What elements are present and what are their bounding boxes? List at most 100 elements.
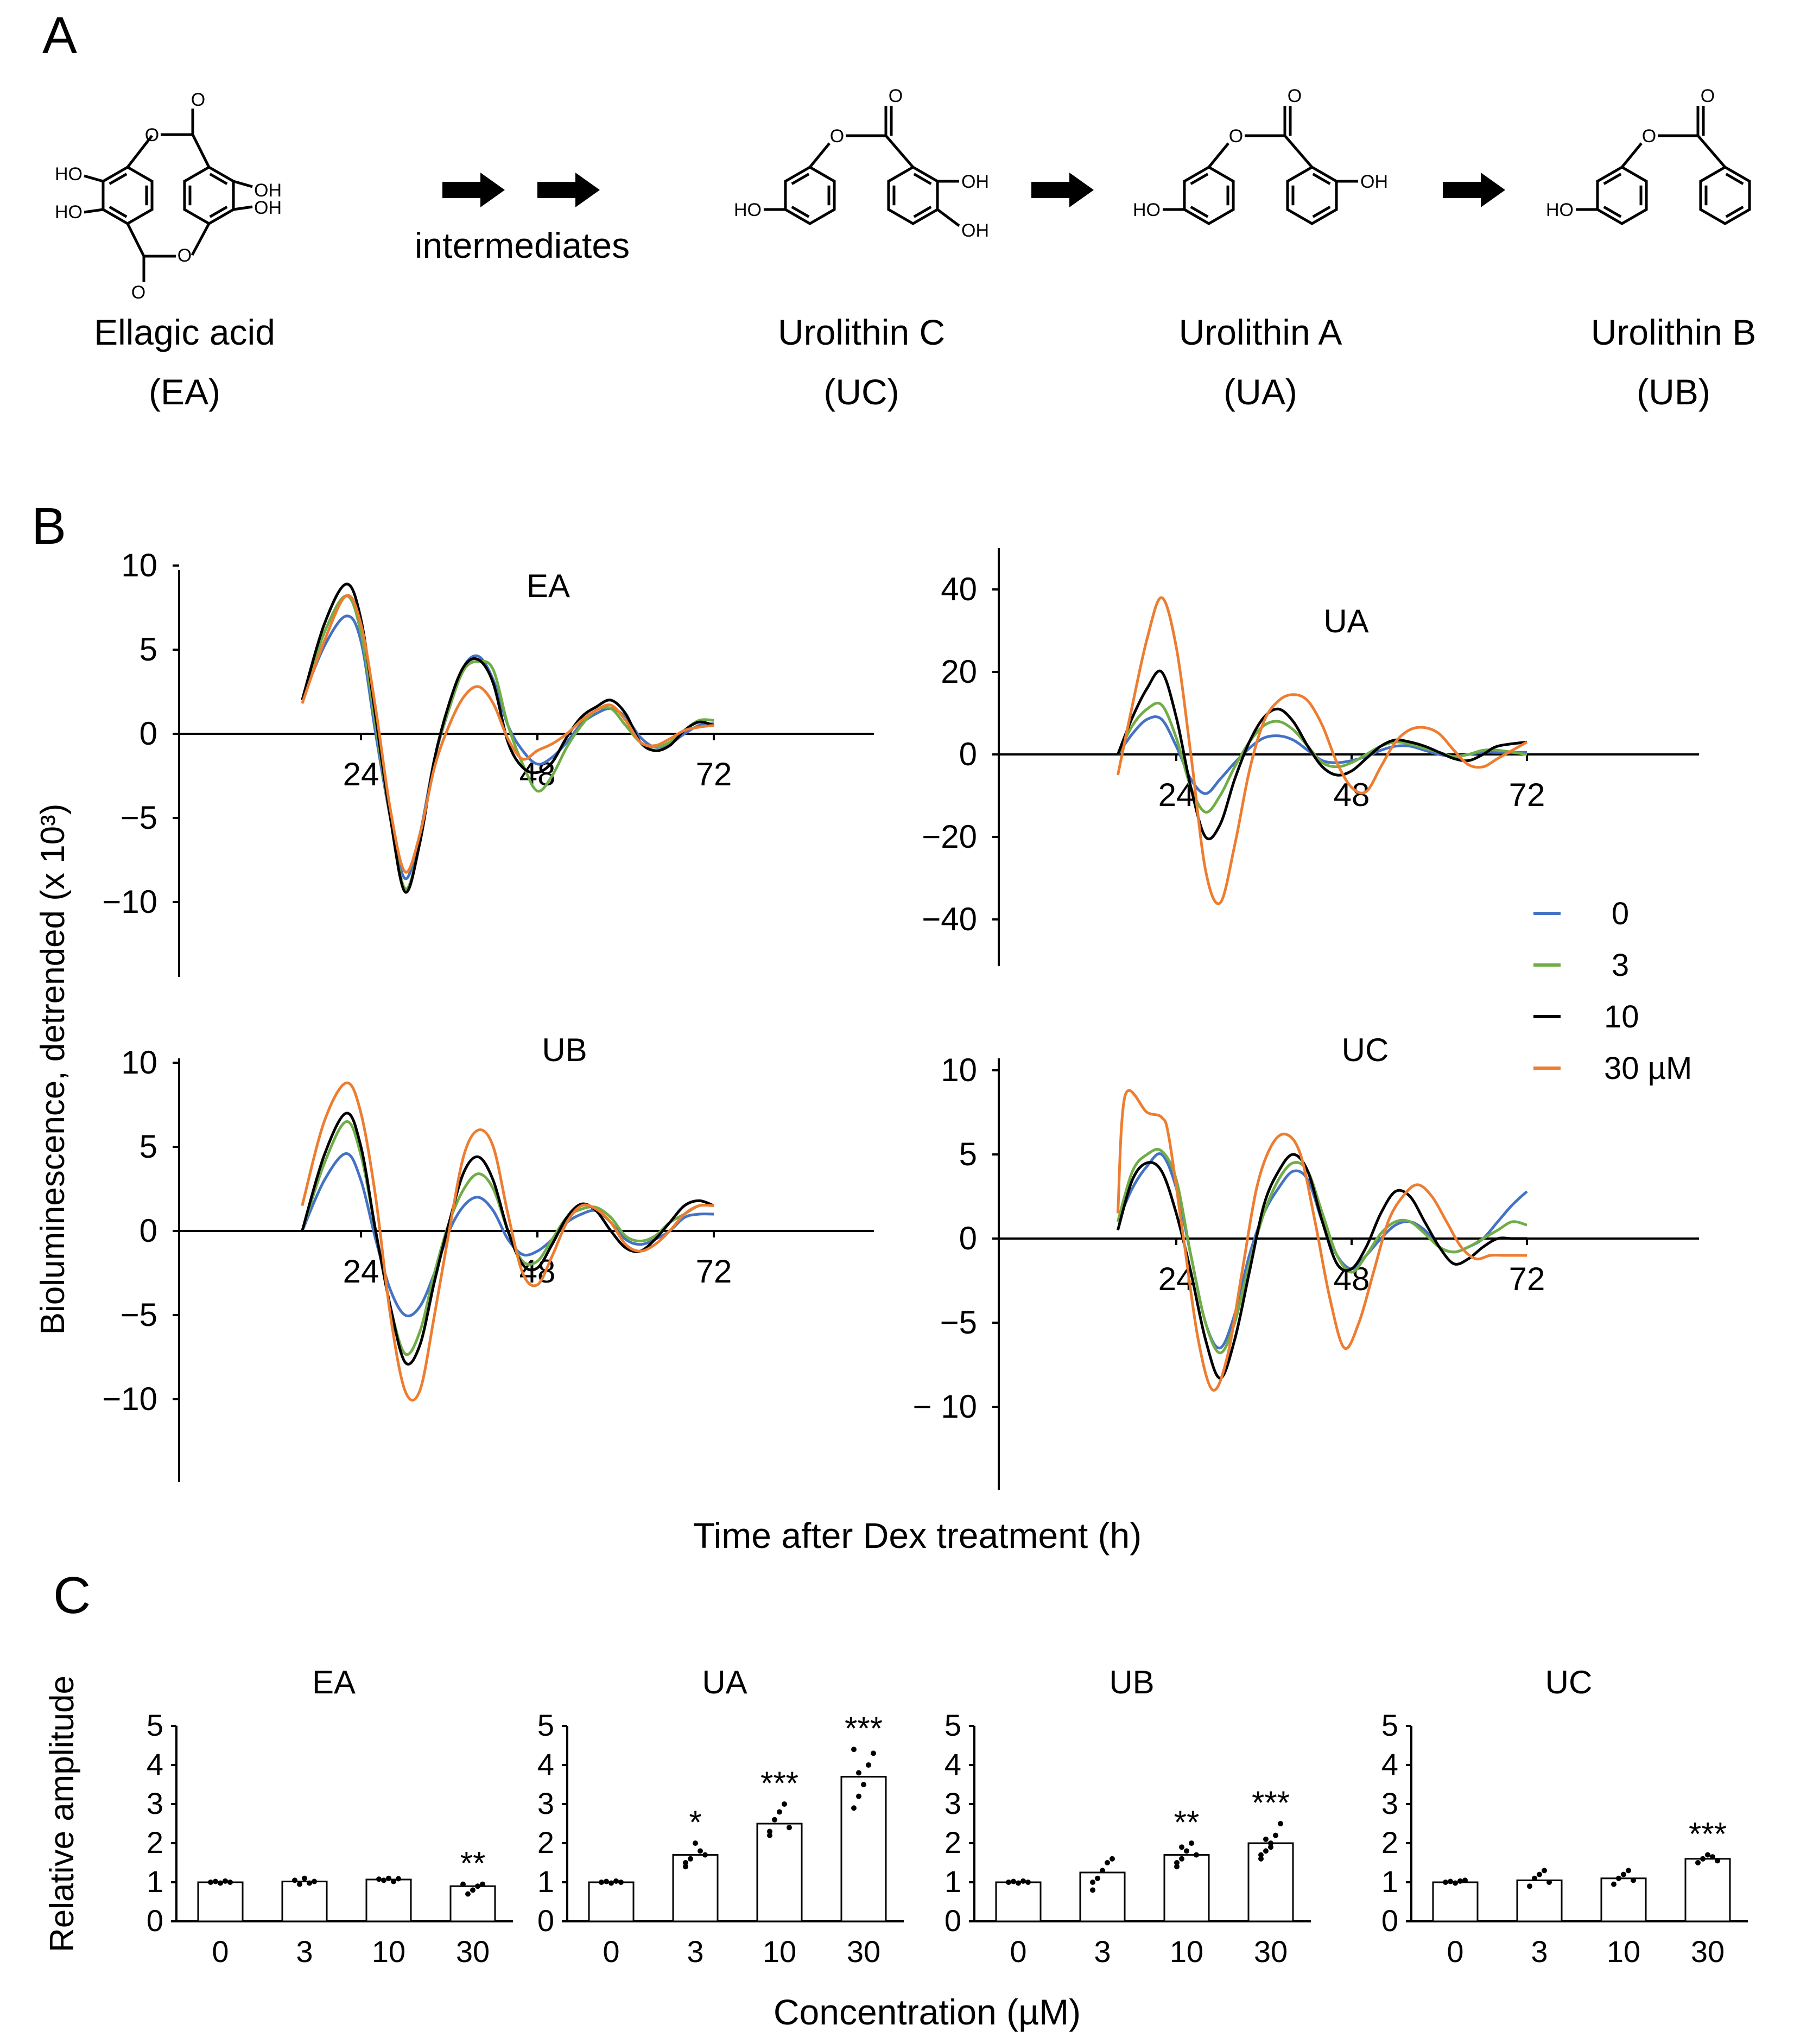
panel-letter-b: B xyxy=(31,497,66,555)
data-point xyxy=(1268,1840,1273,1846)
bar-30 xyxy=(1247,1842,1294,1922)
data-point xyxy=(861,1782,866,1787)
double-bond xyxy=(209,206,228,218)
x-tick-label: 24 xyxy=(343,756,379,792)
compound-name-ub: Urolithin B xyxy=(1591,312,1756,352)
ub-bond-lactone-1 xyxy=(1621,142,1643,168)
y-tick-label: −5 xyxy=(121,799,157,836)
double-bond xyxy=(209,173,228,185)
y-tick-label: 2 xyxy=(1381,1825,1398,1859)
ea-bond-lactone-top-1 xyxy=(126,135,153,168)
data-point xyxy=(1542,1868,1547,1874)
data-point xyxy=(1016,1880,1021,1886)
c-x-axis-label: Concentration (µM) xyxy=(774,1992,1081,2032)
compound-name-ua: Urolithin A xyxy=(1179,312,1342,352)
y-tick-label: −5 xyxy=(121,1297,157,1333)
ea-bond-lactone-top-3 xyxy=(191,134,211,168)
bar-0 xyxy=(588,1881,635,1922)
data-point xyxy=(1110,1856,1115,1862)
data-point xyxy=(1263,1836,1269,1842)
data-point xyxy=(1616,1875,1621,1881)
significance-stars: *** xyxy=(845,1710,883,1747)
uc-carbonyl-oxygen-label: O xyxy=(889,86,903,106)
data-point xyxy=(1194,1852,1199,1858)
series-line-30 xyxy=(301,594,714,874)
ua-bond-lactone-1 xyxy=(1208,142,1229,168)
chart-title: UB xyxy=(542,1032,587,1068)
data-point xyxy=(604,1878,609,1884)
ub-ring-right xyxy=(1699,166,1751,225)
x-tick-label: 10 xyxy=(763,1934,796,1969)
data-point xyxy=(1700,1856,1706,1862)
data-point xyxy=(1546,1880,1552,1885)
bar-10 xyxy=(1600,1877,1647,1922)
data-point xyxy=(702,1852,708,1858)
compound-abbr-ub: (UB) xyxy=(1637,372,1710,412)
double-bond xyxy=(1312,206,1331,218)
y-tick-label: 10 xyxy=(121,547,157,583)
ea-ho-2-label: HO xyxy=(55,202,83,223)
uc-oh-right-label-1: OH xyxy=(961,220,989,241)
data-point xyxy=(1537,1871,1542,1877)
bar-0 xyxy=(995,1881,1042,1922)
y-tick-label: 5 xyxy=(1381,1708,1398,1742)
data-point xyxy=(396,1876,401,1882)
bar-3 xyxy=(281,1881,328,1922)
chart-title: EA xyxy=(527,568,570,604)
ea-o-carbonyl-bottom-label: O xyxy=(131,282,145,303)
ea-o-top-label: O xyxy=(145,125,159,145)
x-tick-label: 0 xyxy=(212,1934,229,1969)
data-point xyxy=(866,1762,871,1768)
data-point xyxy=(608,1880,614,1886)
data-point xyxy=(292,1877,297,1883)
x-tick-label: 3 xyxy=(1531,1934,1548,1969)
data-point xyxy=(1174,1864,1180,1870)
significance-stars: *** xyxy=(1689,1816,1727,1852)
double-bond xyxy=(1603,206,1622,218)
data-point xyxy=(465,1891,471,1897)
data-point xyxy=(218,1880,223,1886)
bar-10 xyxy=(756,1823,803,1922)
ea-ho-1-label: HO xyxy=(55,164,83,185)
uc-oh-right-label-0: OH xyxy=(961,172,989,192)
compound-name-uc: Urolithin C xyxy=(778,312,945,352)
bar-chart-ub: 0 1 2 3 4 5 UB 0 3 10 ** 30 *** xyxy=(944,1664,1311,1969)
data-point xyxy=(208,1880,213,1885)
x-tick-label: 30 xyxy=(1254,1934,1288,1969)
uc-ho-left-label: HO xyxy=(734,200,762,220)
y-tick-label: 2 xyxy=(537,1825,554,1859)
uc-ring-oxygen-label: O xyxy=(830,126,844,147)
y-tick-label: −40 xyxy=(922,901,977,937)
b-x-axis-label: Time after Dex treatment (h) xyxy=(693,1515,1142,1556)
chart-title: UC xyxy=(1342,1032,1389,1068)
data-point xyxy=(1695,1860,1701,1865)
bar-10 xyxy=(365,1878,412,1922)
arrow-2 xyxy=(537,173,600,207)
y-tick-label: 4 xyxy=(944,1747,961,1781)
data-point xyxy=(613,1878,619,1884)
y-tick-label: 3 xyxy=(537,1786,554,1820)
data-point xyxy=(1184,1848,1189,1854)
double-bond xyxy=(913,173,932,185)
chart-title: EA xyxy=(312,1664,356,1700)
data-point xyxy=(693,1840,698,1846)
x-tick-label: 72 xyxy=(1509,777,1545,813)
y-tick-label: 3 xyxy=(1381,1786,1398,1820)
data-point xyxy=(391,1878,396,1884)
data-point xyxy=(767,1829,772,1834)
data-point xyxy=(1462,1877,1468,1883)
data-point xyxy=(480,1881,485,1887)
series-line-10 xyxy=(1117,669,1527,841)
significance-stars: *** xyxy=(1252,1785,1290,1821)
data-point xyxy=(1025,1880,1031,1885)
y-tick-label: 1 xyxy=(944,1864,961,1899)
data-point xyxy=(1715,1858,1720,1864)
arrow-1 xyxy=(442,173,505,207)
data-point xyxy=(1621,1871,1626,1877)
data-point xyxy=(1457,1878,1463,1884)
significance-stars: ** xyxy=(1174,1804,1200,1840)
double-bond xyxy=(1603,173,1622,185)
uc-bond-oh-right-1 xyxy=(936,208,960,227)
y-tick-label: 5 xyxy=(959,1136,977,1172)
